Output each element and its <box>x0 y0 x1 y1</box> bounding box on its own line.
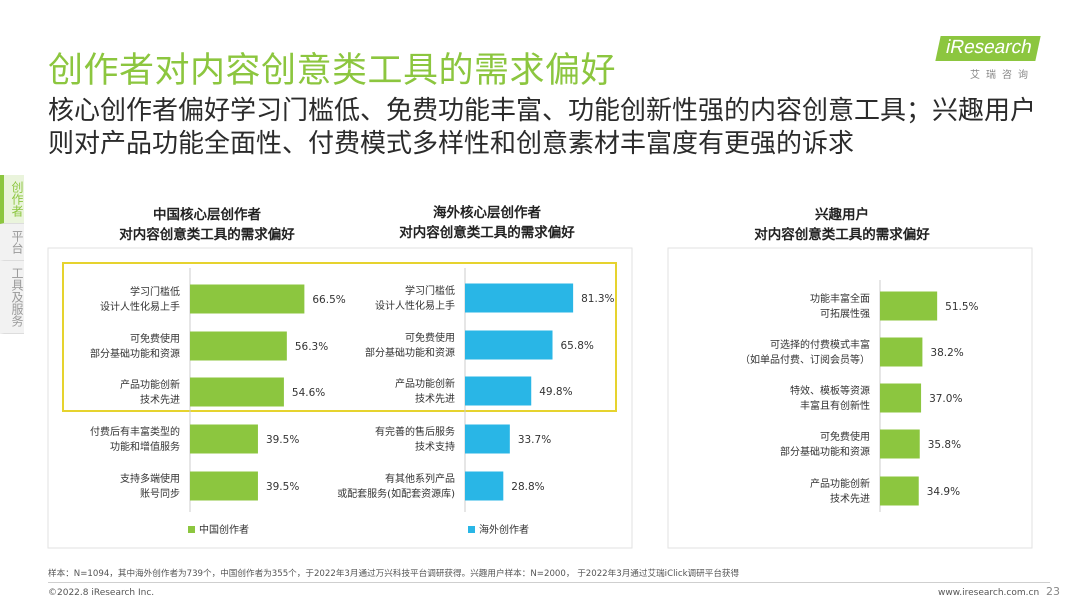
side-tab-tools-services[interactable]: 工具及服务 <box>0 261 24 334</box>
value-label-interest-4: 34.9% <box>927 486 960 498</box>
chart-title-interest-line2: 对内容创意类工具的需求偏好 <box>754 227 930 243</box>
side-tab-creators[interactable]: 创作者 <box>0 175 24 224</box>
logo-subtitle: 艾瑞咨询 <box>970 70 1034 81</box>
legend-label-china: 中国创作者 <box>199 523 249 536</box>
category-label-interest-0-0: 功能丰富全面 <box>810 292 870 305</box>
category-label-overseas-2-1: 技术先进 <box>415 392 455 405</box>
chart-title-china: 中国核心层创作者 对内容创意类工具的需求偏好 <box>92 205 322 245</box>
chart-panel-left <box>47 247 633 549</box>
category-label-interest-2-0: 特效、模板等资源 <box>790 384 870 397</box>
category-label-china-3-0: 付费后有丰富类型的 <box>90 425 180 438</box>
bar-overseas-2 <box>465 376 532 406</box>
bar-overseas-0 <box>465 283 574 313</box>
value-label-overseas-1: 65.8% <box>561 340 594 352</box>
value-label-interest-0: 51.5% <box>945 301 978 313</box>
category-label-overseas-1-1: 部分基础功能和资源 <box>365 346 455 359</box>
category-label-interest-3-1: 部分基础功能和资源 <box>780 445 870 458</box>
category-label-overseas-1-0: 可免费使用 <box>405 331 455 344</box>
category-label-interest-4-1: 技术先进 <box>830 492 870 505</box>
category-label-interest-2-1: 丰富且有创新性 <box>800 399 870 412</box>
category-label-china-1-1: 部分基础功能和资源 <box>90 347 180 360</box>
category-label-china-0-0: 学习门槛低 <box>130 285 180 298</box>
category-label-overseas-4-1: 或配套服务(如配套资源库) <box>337 487 455 500</box>
copyright: ©2022.8 iResearch Inc. <box>48 588 155 598</box>
iresearch-logo: iResearch 艾瑞咨询 <box>928 36 1041 84</box>
page-subtitle: 核心创作者偏好学习门槛低、免费功能丰富、功能创新性强的内容创意工具；兴趣用户则对… <box>48 96 1037 159</box>
category-label-china-1-0: 可免费使用 <box>130 332 180 345</box>
chart-title-interest: 兴趣用户 对内容创意类工具的需求偏好 <box>722 205 962 245</box>
bar-china-1 <box>190 331 287 361</box>
category-label-overseas-0-1: 设计人性化易上手 <box>375 299 455 312</box>
category-label-interest-4-0: 产品功能创新 <box>810 477 870 490</box>
value-label-overseas-2: 49.8% <box>539 386 572 398</box>
legend-label-overseas: 海外创作者 <box>479 523 529 536</box>
category-label-china-4-1: 账号同步 <box>140 488 180 500</box>
chart-title-interest-line1: 兴趣用户 <box>815 207 869 223</box>
bar-china-0 <box>190 284 305 314</box>
bar-interest-1 <box>880 337 923 367</box>
page-number: 23 <box>1046 585 1060 598</box>
category-label-interest-3-0: 可免费使用 <box>820 430 870 443</box>
category-label-interest-0-1: 可拓展性强 <box>820 307 870 320</box>
value-label-overseas-3: 33.7% <box>518 434 551 446</box>
sample-footnote: 样本：N=1094，其中海外创作者为739个，中国创作者为355个，于2022年… <box>48 569 740 579</box>
category-label-china-2-0: 产品功能创新 <box>120 378 180 391</box>
value-label-china-1: 56.3% <box>295 341 328 353</box>
category-label-interest-1-0: 可选择的付费模式丰富 <box>770 338 870 351</box>
category-label-overseas-3-1: 技术支持 <box>415 440 455 453</box>
category-label-china-3-1: 功能和增值服务 <box>110 440 180 453</box>
value-label-china-0: 66.5% <box>312 294 345 306</box>
bar-interest-4 <box>880 476 919 506</box>
category-label-overseas-4-0: 有其他系列产品 <box>385 472 455 485</box>
value-label-interest-3: 35.8% <box>928 439 961 451</box>
chart-title-overseas: 海外核心层创作者 对内容创意类工具的需求偏好 <box>372 203 602 243</box>
bar-china-4 <box>190 471 258 501</box>
bar-interest-2 <box>880 383 922 413</box>
value-label-interest-2: 37.0% <box>929 393 962 405</box>
chart-title-china-line2: 对内容创意类工具的需求偏好 <box>119 227 295 243</box>
side-tab-platform[interactable]: 平台 <box>0 224 24 261</box>
chart-panel-right <box>667 247 1033 549</box>
chart-title-china-line1: 中国核心层创作者 <box>153 207 261 223</box>
value-label-overseas-0: 81.3% <box>581 293 614 305</box>
category-label-china-4-0: 支持多端使用 <box>120 472 180 485</box>
chart-title-overseas-line2: 对内容创意类工具的需求偏好 <box>399 225 575 241</box>
category-label-overseas-3-0: 有完善的售后服务 <box>375 425 455 438</box>
legend-swatch-overseas <box>468 526 475 533</box>
chart-title-overseas-line1: 海外核心层创作者 <box>433 205 541 221</box>
bar-interest-3 <box>880 429 920 459</box>
bar-interest-0 <box>880 291 938 321</box>
value-label-interest-1: 38.2% <box>930 347 963 359</box>
value-label-china-4: 39.5% <box>266 481 299 493</box>
category-label-overseas-0-0: 学习门槛低 <box>405 284 455 297</box>
side-tabs: 创作者 平台 工具及服务 <box>0 175 26 334</box>
bar-china-3 <box>190 424 258 454</box>
legend-swatch-china <box>188 526 195 533</box>
bar-overseas-1 <box>465 330 553 360</box>
bars-layer: 66.5%学习门槛低设计人性化易上手56.3%可免费使用部分基础功能和资源54.… <box>90 283 979 536</box>
value-label-overseas-4: 28.8% <box>511 481 544 493</box>
category-label-china-2-1: 技术先进 <box>140 393 180 406</box>
bar-china-2 <box>190 377 284 407</box>
highlight-frame <box>62 262 617 412</box>
footer-divider <box>48 582 1050 583</box>
category-label-china-0-1: 设计人性化易上手 <box>100 300 180 313</box>
website-link[interactable]: www.iresearch.com.cn <box>938 588 1040 598</box>
page-title: 创作者对内容创意类工具的需求偏好 <box>48 51 617 91</box>
bar-overseas-4 <box>465 471 504 501</box>
value-label-china-2: 54.6% <box>292 387 325 399</box>
value-label-china-3: 39.5% <box>266 434 299 446</box>
category-label-interest-1-1: （如单品付费、订阅会员等） <box>740 353 870 366</box>
category-label-overseas-2-0: 产品功能创新 <box>395 377 455 390</box>
bar-overseas-3 <box>465 424 510 454</box>
